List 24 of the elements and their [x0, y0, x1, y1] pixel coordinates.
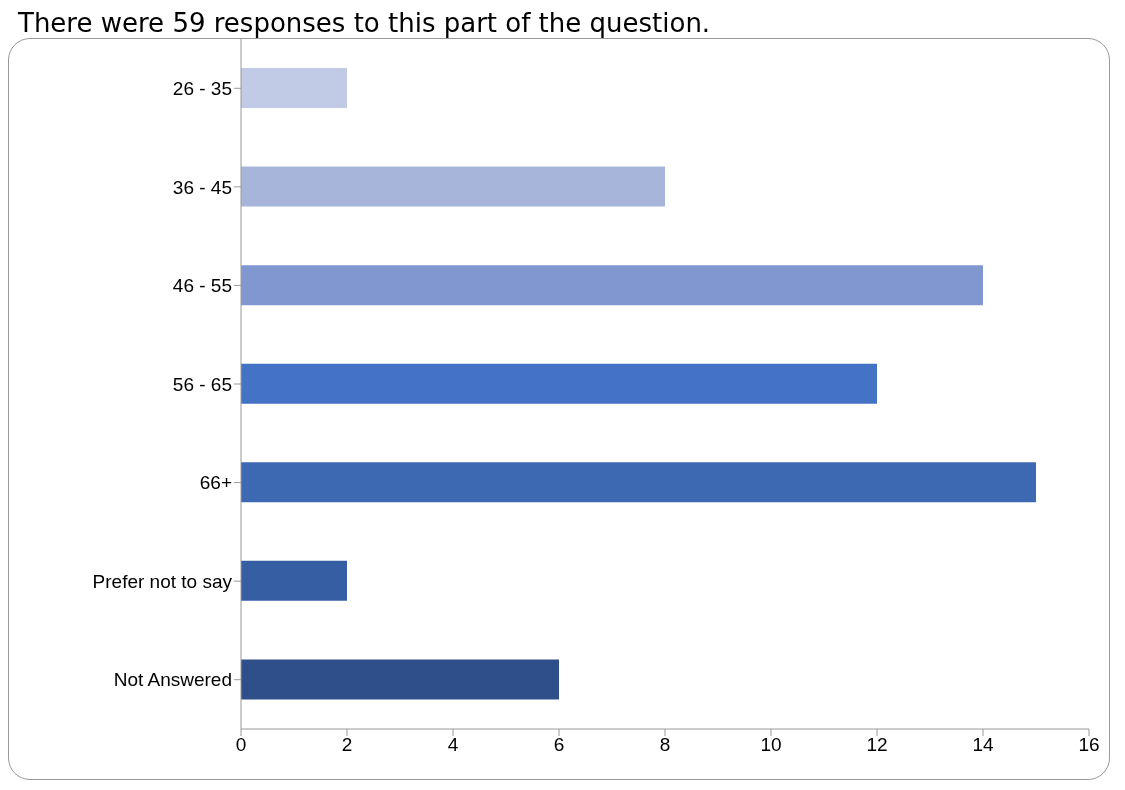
x-tick-label: 16 [1078, 734, 1100, 756]
y-tick-label: 26 - 35 [172, 78, 232, 100]
bar [241, 68, 347, 108]
y-tick-label: 46 - 55 [172, 275, 232, 297]
x-tick-label: 4 [447, 734, 459, 756]
bar [241, 363, 877, 404]
x-tick-label: 10 [760, 734, 782, 756]
y-tick-label: 56 - 65 [172, 373, 232, 395]
x-tick-label: 14 [972, 734, 994, 756]
y-tick-label: 66+ [199, 472, 232, 494]
y-tick-label: Not Answered [113, 669, 232, 691]
y-tick-label: 36 - 45 [172, 176, 232, 198]
x-tick-label: 6 [553, 734, 565, 756]
bar [241, 659, 559, 700]
x-tick-label: 8 [659, 734, 671, 756]
bar [241, 560, 347, 601]
bar [241, 166, 665, 207]
x-tick-label: 12 [866, 734, 888, 756]
x-tick-label: 0 [235, 734, 247, 756]
x-tick-label: 2 [341, 734, 353, 756]
y-tick-label: Prefer not to say [92, 570, 233, 592]
bar [241, 265, 983, 306]
bar [241, 462, 1036, 503]
chart-title: There were 59 responses to this part of the question. [18, 8, 712, 38]
